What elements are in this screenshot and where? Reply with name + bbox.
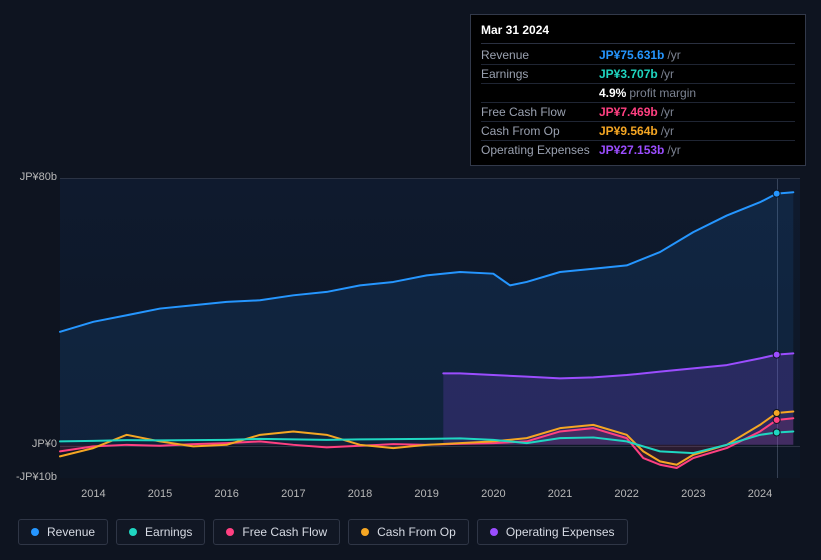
series-marker-earnings [773, 429, 780, 436]
tooltip-row-value: JP¥9.564b [599, 124, 658, 138]
tooltip-row-unit: /yr [661, 67, 674, 81]
x-tick-label: 2019 [414, 488, 438, 500]
legend-label: Operating Expenses [506, 525, 615, 539]
series-marker-fcf [773, 416, 780, 423]
tooltip-row: RevenueJP¥75.631b/yr [481, 46, 795, 65]
tooltip-date: Mar 31 2024 [481, 21, 795, 44]
x-tick-label: 2023 [681, 488, 705, 500]
tooltip-row-value: JP¥75.631b [599, 48, 664, 62]
x-tick-label: 2024 [748, 488, 772, 500]
tooltip-row: 4.9%profit margin [481, 84, 795, 103]
legend-label: Revenue [47, 525, 95, 539]
tooltip-row-label: Earnings [481, 67, 599, 81]
legend-dot [31, 528, 39, 536]
y-tick-label: JP¥80b [2, 171, 57, 183]
tooltip-row: EarningsJP¥3.707b/yr [481, 65, 795, 84]
x-tick-label: 2018 [348, 488, 372, 500]
chart-tooltip: Mar 31 2024 RevenueJP¥75.631b/yrEarnings… [470, 14, 806, 166]
tooltip-row-value: 4.9% [599, 86, 626, 100]
legend-dot [226, 528, 234, 536]
legend-item-cash_op[interactable]: Cash From Op [348, 519, 469, 545]
legend-item-fcf[interactable]: Free Cash Flow [213, 519, 340, 545]
tooltip-row-value: JP¥27.153b [599, 143, 664, 157]
x-tick-label: 2021 [548, 488, 572, 500]
tooltip-row-unit: /yr [661, 124, 674, 138]
plot-area[interactable] [60, 178, 800, 478]
tooltip-row: Operating ExpensesJP¥27.153b/yr [481, 141, 795, 159]
tooltip-row-value: JP¥3.707b [599, 67, 658, 81]
y-tick-label: -JP¥10b [2, 471, 57, 483]
legend-item-earnings[interactable]: Earnings [116, 519, 205, 545]
tooltip-row: Free Cash FlowJP¥7.469b/yr [481, 103, 795, 122]
x-tick-label: 2022 [614, 488, 638, 500]
series-marker-cash_op [773, 410, 780, 417]
tooltip-row-unit: /yr [667, 48, 680, 62]
tooltip-row-value: JP¥7.469b [599, 105, 658, 119]
tooltip-row-unit: /yr [661, 105, 674, 119]
x-tick-label: 2015 [148, 488, 172, 500]
x-axis-labels: 2014 2015 2016 2017 2018 2019 2020 2021 2022 2023… [60, 488, 800, 503]
tooltip-row: Cash From OpJP¥9.564b/yr [481, 122, 795, 141]
x-tick-label: 2014 [81, 488, 105, 500]
legend: Revenue Earnings Free Cash Flow Cash From O… [18, 519, 628, 545]
legend-dot [129, 528, 137, 536]
tooltip-row-label: Revenue [481, 48, 599, 62]
series-marker-op_exp [773, 351, 780, 358]
legend-label: Earnings [145, 525, 192, 539]
legend-dot [361, 528, 369, 536]
x-tick-label: 2020 [481, 488, 505, 500]
financials-chart: JP¥80bJP¥0-JP¥10b 2014201520162017201820… [0, 0, 821, 560]
legend-dot [490, 528, 498, 536]
tooltip-row-unit: profit margin [629, 86, 696, 100]
tooltip-row-unit: /yr [667, 143, 680, 157]
x-tick-label: 2016 [214, 488, 238, 500]
legend-label: Free Cash Flow [242, 525, 327, 539]
tooltip-row-label: Free Cash Flow [481, 105, 599, 119]
series-marker-revenue [773, 190, 780, 197]
tooltip-row-label: Cash From Op [481, 124, 599, 138]
x-tick-label: 2017 [281, 488, 305, 500]
y-tick-label: JP¥0 [2, 438, 57, 450]
plot-svg [60, 179, 800, 478]
legend-label: Cash From Op [377, 525, 456, 539]
legend-item-op_exp[interactable]: Operating Expenses [477, 519, 628, 545]
tooltip-row-label: Operating Expenses [481, 143, 599, 157]
legend-item-revenue[interactable]: Revenue [18, 519, 108, 545]
